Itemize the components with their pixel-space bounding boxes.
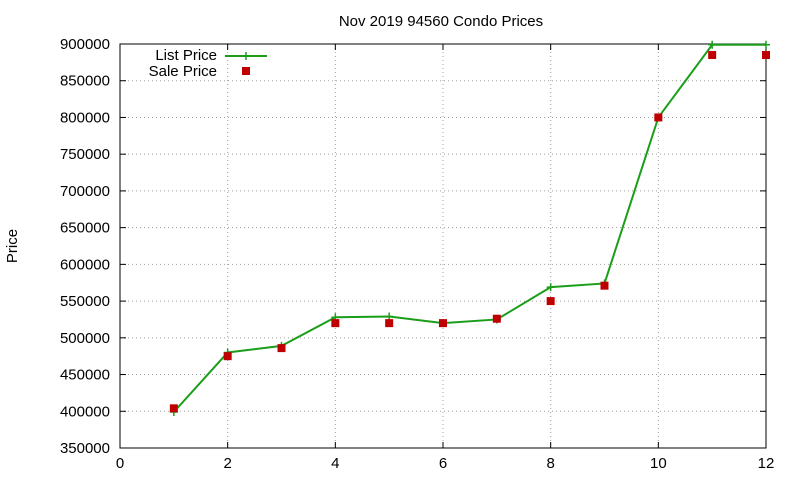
x-tick-label: 8 [546, 455, 554, 472]
y-tick-label: 700000 [60, 183, 110, 200]
y-tick-label: 900000 [60, 36, 110, 53]
x-tick-label: 4 [331, 455, 339, 472]
chart-title: Nov 2019 94560 Condo Prices [339, 13, 543, 30]
legend-swatch-sale-price [242, 67, 250, 75]
y-tick-label: 600000 [60, 256, 110, 273]
sale-price-point [546, 297, 555, 306]
sale-price-point [169, 404, 178, 413]
legend-label-list-price: List Price [155, 47, 217, 64]
list-price-point [546, 283, 555, 292]
series-layer [169, 40, 770, 417]
y-tick-label: 350000 [60, 440, 110, 457]
grid-lines [120, 44, 766, 448]
sale-price-point [654, 113, 663, 122]
y-tick-label: 650000 [60, 220, 110, 237]
plot-frame [119, 43, 767, 449]
sale-price-point [492, 314, 501, 323]
y-axis-label: Price [4, 229, 21, 263]
x-tick-label: 10 [650, 455, 667, 472]
x-tick-label: 0 [116, 455, 124, 472]
sale-price-point [439, 319, 447, 328]
x-tick-label: 12 [758, 455, 775, 472]
y-tick-label: 450000 [60, 367, 110, 384]
list-price-point [708, 40, 717, 49]
sale-price-point [385, 319, 394, 328]
sale-price-point [708, 51, 717, 60]
x-tick-label: 2 [223, 455, 231, 472]
y-tick-label: 400000 [60, 403, 110, 420]
y-tick-label: 750000 [60, 146, 110, 163]
list-price-line [173, 43, 766, 413]
x-tick-label: 6 [439, 455, 447, 472]
sale-price-point [223, 352, 232, 361]
y-tick-label: 800000 [60, 109, 110, 126]
y-tick-label: 550000 [60, 293, 110, 310]
sale-price-point [277, 344, 286, 353]
axis-ticks: 350000 400000 450000 500000 550000 600000 6500… [60, 36, 774, 472]
legend-label-sale-price: Sale Price [149, 63, 217, 80]
sale-price-point [762, 51, 770, 60]
sale-price-point [331, 319, 340, 328]
y-tick-label: 500000 [60, 330, 110, 347]
list-price-point [762, 40, 770, 49]
y-tick-label: 850000 [60, 73, 110, 90]
sale-price-point [600, 281, 609, 290]
